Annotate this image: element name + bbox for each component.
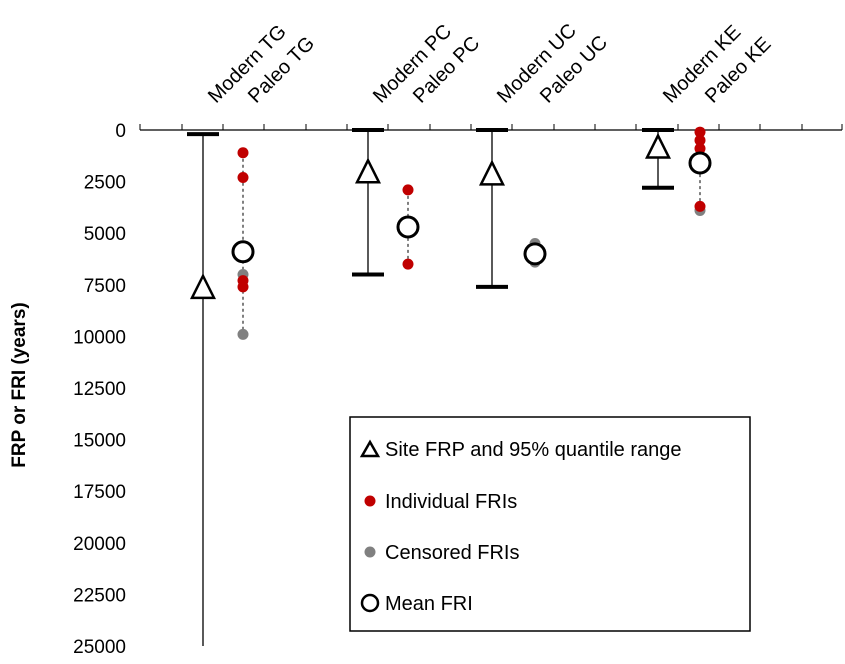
- individual-fri-point: [237, 147, 249, 159]
- y-tick-label: 5000: [84, 224, 126, 245]
- legend: Site FRP and 95% quantile range Individu…: [349, 416, 751, 632]
- legend-label-individual: Individual FRIs: [385, 491, 517, 513]
- frp-triangle-marker: [354, 157, 382, 184]
- individual-fri-point: [694, 126, 706, 138]
- y-tick-label: 0: [115, 121, 126, 142]
- frp-triangle-marker: [478, 159, 506, 186]
- legend-label-site-frp: Site FRP and 95% quantile range: [385, 439, 682, 461]
- frp-triangle-marker: [189, 273, 217, 300]
- mean-fri-marker: [396, 215, 420, 239]
- legend-open-circle-icon: [360, 593, 380, 613]
- y-tick-label: 10000: [73, 327, 126, 348]
- legend-gray-dot-icon: [364, 546, 376, 558]
- individual-fri-point: [694, 143, 706, 155]
- individual-fri-point: [694, 134, 706, 146]
- y-tick-label: 25000: [73, 637, 126, 658]
- individual-fri-point: [402, 258, 414, 270]
- legend-triangle-icon: [359, 439, 381, 458]
- frp-triangle-marker: [644, 132, 672, 159]
- y-axis-title: FRP or FRI (years): [9, 302, 30, 467]
- mean-fri-marker: [688, 151, 712, 175]
- mean-fri-marker: [231, 240, 255, 264]
- legend-label-censored: Censored FRIs: [385, 542, 520, 564]
- individual-fri-point: [402, 184, 414, 196]
- y-tick-label: 7500: [84, 276, 126, 297]
- legend-label-mean: Mean FRI: [385, 593, 473, 615]
- individual-fri-point: [237, 171, 249, 183]
- y-tick-label: 2500: [84, 173, 126, 194]
- individual-fri-point: [237, 281, 249, 293]
- individual-fri-point: [694, 200, 706, 212]
- y-tick-label: 17500: [73, 482, 126, 503]
- mean-fri-marker: [523, 242, 547, 266]
- legend-box: [349, 416, 751, 632]
- censored-fri-point: [237, 328, 249, 340]
- legend-red-dot-icon: [364, 495, 376, 507]
- y-tick-label: 15000: [73, 431, 126, 452]
- y-tick-label: 22500: [73, 585, 126, 606]
- y-tick-label: 12500: [73, 379, 126, 400]
- y-tick-label: 20000: [73, 534, 126, 555]
